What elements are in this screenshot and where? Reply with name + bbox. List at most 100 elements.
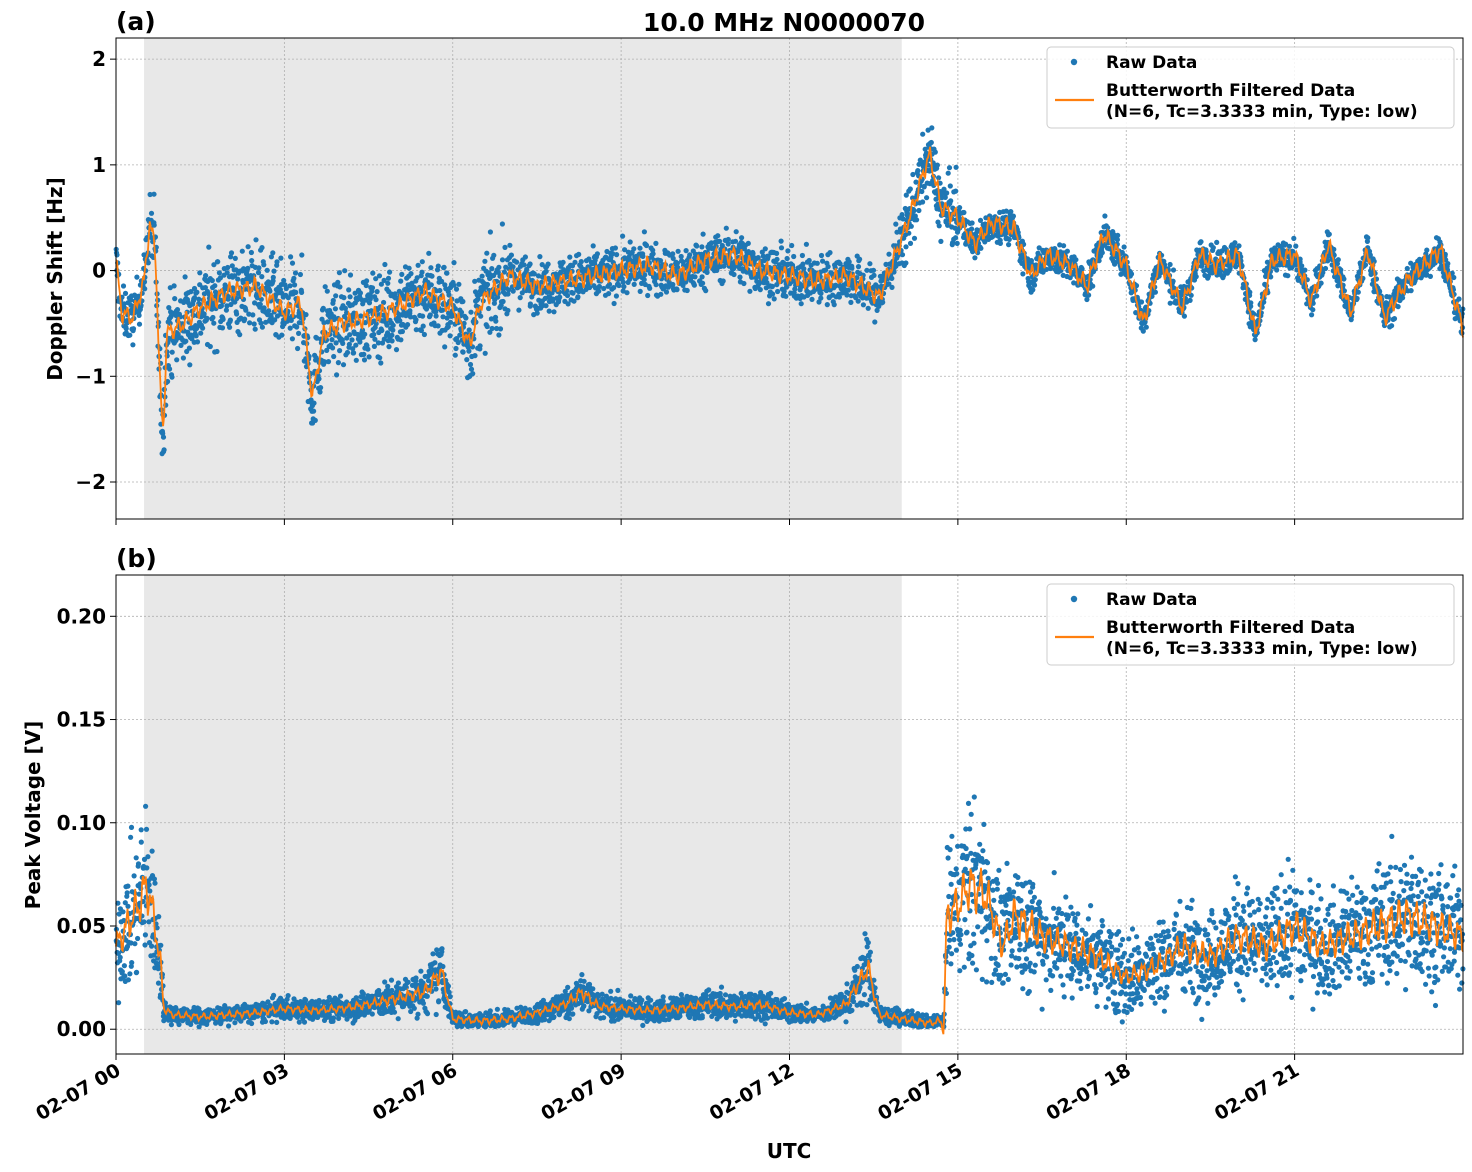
panel-a-raw-point (215, 259, 221, 265)
panel-a-raw-point (329, 337, 335, 343)
panel-a-raw-point (361, 357, 368, 363)
panel-a-raw-point (224, 270, 230, 276)
panel-a-raw-point (725, 236, 731, 243)
panel-a-raw-point (375, 340, 381, 346)
panel-a-raw-point (228, 250, 235, 256)
panel-a-raw-point (612, 245, 619, 251)
panel-a-raw-point (784, 255, 790, 262)
panel-a-raw-point (521, 262, 527, 268)
panel-b-raw-point (133, 855, 139, 861)
panel-a-raw-point (1008, 209, 1014, 215)
panel-a-raw-point (424, 303, 430, 309)
panel-a-raw-point (349, 337, 355, 343)
panel-a-raw-point (239, 248, 245, 254)
panel-a-raw-point (527, 301, 534, 307)
panel-a-ylabel: Doppler Shift [Hz] (43, 177, 67, 381)
panel-a-raw-point (745, 240, 751, 246)
panel-a-raw-point (997, 240, 1004, 246)
panel-a-raw-point (747, 288, 753, 294)
panel-a-raw-point (234, 311, 240, 317)
panel-a-raw-point (687, 252, 693, 258)
panel-b-raw-point (129, 960, 135, 966)
panel-a-raw-point (1170, 267, 1177, 273)
panel-b-raw-point (226, 1023, 232, 1029)
panel-a-raw-point (378, 281, 384, 287)
panel-a-raw-point (641, 229, 648, 235)
panel-a-raw-point (920, 131, 926, 137)
panel-a-raw-point (496, 332, 502, 338)
panel-a-raw-point (1121, 244, 1127, 250)
panel-a-raw-point (274, 259, 280, 265)
panel-a-raw-point (258, 320, 264, 326)
panel-a-raw-point (936, 223, 942, 229)
panel-a-raw-point (1187, 297, 1193, 303)
panel-b-raw-point (125, 883, 131, 889)
panel-a-raw-point (1031, 282, 1038, 288)
panel-a-raw-point (827, 250, 833, 256)
panel-a-raw-point (444, 315, 450, 321)
panel-a-raw-point (385, 275, 392, 281)
panel-a-raw-point (505, 307, 511, 314)
panel-a-raw-point (174, 307, 181, 313)
panel-a-raw-point (484, 281, 491, 288)
panel-a-raw-point (324, 347, 330, 353)
panel-a-raw-point (440, 314, 446, 320)
panel-a-raw-point (700, 231, 706, 237)
panel-a-raw-point (770, 291, 776, 297)
panel-a-raw-point (351, 350, 357, 356)
panel-a-raw-point (470, 371, 476, 377)
panel-a-raw-point (288, 317, 294, 323)
panel-a-raw-point (363, 297, 369, 303)
panel-a-raw-point (527, 261, 533, 267)
panel-a-raw-point (186, 345, 192, 351)
panel-a-raw-point (1365, 235, 1371, 241)
panel-b-raw-point (330, 1015, 337, 1021)
panel-a-raw-point (234, 295, 240, 302)
panel-a-raw-point (439, 278, 445, 284)
panel-a-raw-point (814, 260, 820, 266)
panel-a-raw-point (254, 295, 260, 301)
panel-a-raw-point (392, 291, 398, 297)
panel-a-raw-point (683, 248, 689, 254)
panel-a-raw-point (848, 299, 854, 305)
panel-a-raw-point (204, 315, 210, 321)
panel-a-raw-point (658, 291, 664, 297)
panel-b-raw-point (119, 969, 125, 975)
panel-a-raw-point (1010, 213, 1017, 219)
panel-b-raw-point (127, 971, 133, 977)
panel-a-raw-point (818, 295, 824, 301)
panel-a-raw-point (167, 366, 173, 372)
panel-a-raw-point (322, 359, 328, 365)
panel-a-raw-point (435, 263, 441, 269)
panel-a-raw-point (268, 254, 274, 260)
panel-a-ytick-label-1: −1 (75, 364, 106, 388)
panel-a-raw-point (1314, 293, 1320, 299)
panel-a-raw-point (456, 281, 462, 287)
panel-a-raw-point (381, 336, 387, 342)
panel-b-raw-point (143, 803, 149, 809)
panel-b-raw-point (301, 1019, 308, 1025)
panel-a-raw-point (330, 345, 336, 351)
panel-b-raw-point (124, 890, 130, 896)
panel-a-raw-point (353, 357, 359, 363)
panel-b-raw-point (128, 834, 134, 840)
panel-a-raw-point (261, 262, 267, 268)
panel-a-raw-point (322, 284, 328, 290)
panel-a-raw-point (1456, 296, 1462, 302)
panel-a-raw-point (1152, 289, 1158, 295)
panel-a-raw-point (1167, 300, 1173, 306)
panel-a-raw-point (463, 315, 469, 321)
panel-a-raw-point (778, 238, 784, 244)
panel-a-raw-point (948, 198, 954, 204)
panel-a-raw-point (250, 312, 256, 318)
panel-a-raw-point (809, 296, 815, 302)
panel-b-raw-point (142, 932, 148, 938)
panel-a-raw-point (546, 308, 552, 314)
panel-a-raw-point (256, 265, 262, 271)
panel-a-raw-point (1445, 261, 1451, 267)
panel-a-raw-point (259, 274, 265, 280)
panel-a-raw-point (136, 312, 142, 318)
panel-a-raw-point (246, 311, 252, 317)
